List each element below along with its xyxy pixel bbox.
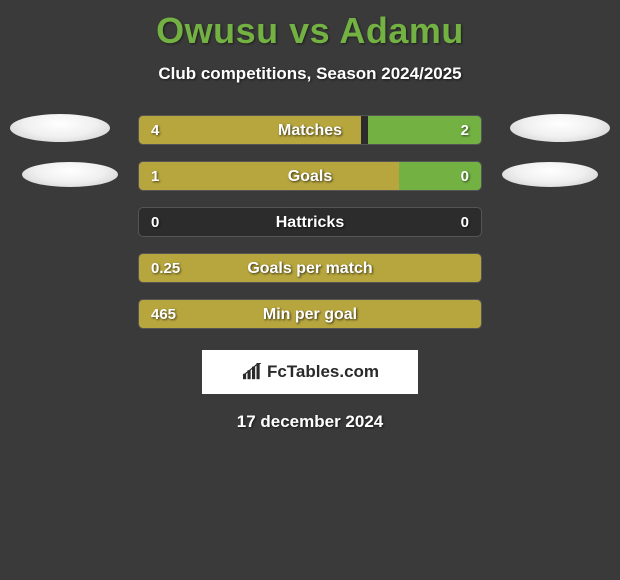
stat-bar-left — [139, 162, 399, 190]
stat-value-left: 0.25 — [151, 254, 180, 284]
logo-text: FcTables.com — [267, 362, 379, 382]
date-label: 17 december 2024 — [0, 412, 620, 432]
stat-row: 465Min per goal — [0, 298, 620, 332]
stat-bar-track: 0.25Goals per match — [138, 253, 482, 283]
stat-bar-left — [139, 300, 481, 328]
stat-bar-track: 42Matches — [138, 115, 482, 145]
stat-value-left: 4 — [151, 116, 159, 146]
chart-icon — [241, 363, 263, 381]
stat-row: 0.25Goals per match — [0, 252, 620, 286]
stat-value-right: 0 — [461, 162, 469, 192]
stat-bar-left — [139, 254, 481, 282]
stat-row: 10Goals — [0, 160, 620, 194]
stat-bar-track: 0 0Hattricks — [138, 207, 482, 237]
stat-value-left: 0 — [151, 208, 159, 238]
comparison-subtitle: Club competitions, Season 2024/2025 — [0, 64, 620, 84]
stat-value-left: 465 — [151, 300, 176, 330]
stat-bar-track: 465Min per goal — [138, 299, 482, 329]
stat-value-right: 0 — [461, 208, 469, 238]
stat-row: 0 0Hattricks — [0, 206, 620, 240]
stat-value-left: 1 — [151, 162, 159, 192]
stat-row: 42Matches — [0, 114, 620, 148]
stat-value-right: 2 — [461, 116, 469, 146]
stat-bar-track: 10Goals — [138, 161, 482, 191]
stats-chart: 42Matches10Goals00Hattricks0.25Goals per… — [0, 114, 620, 332]
comparison-title: Owusu vs Adamu — [0, 0, 620, 52]
logo-box[interactable]: FcTables.com — [202, 350, 418, 394]
stat-bar-left — [139, 116, 361, 144]
stat-rows-container: 42Matches10Goals00Hattricks0.25Goals per… — [0, 114, 620, 332]
stat-label: Hattricks — [139, 208, 481, 238]
